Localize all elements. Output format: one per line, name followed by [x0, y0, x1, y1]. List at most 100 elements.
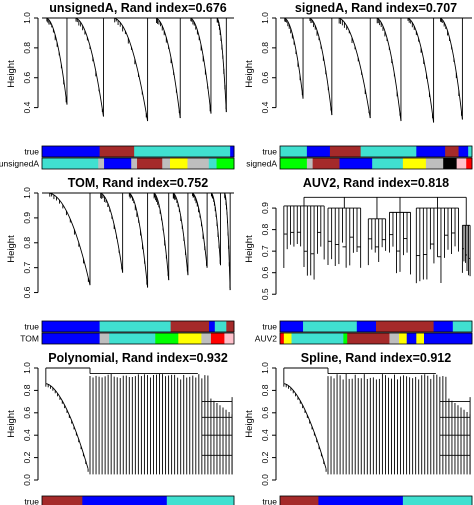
dendrogram-branch	[283, 17, 304, 99]
color-bar: unsignedA	[0, 157, 235, 170]
y-tick-label: 0.4	[22, 429, 32, 441]
y-tick-label: 0.8	[260, 384, 270, 396]
color-bar-segment	[187, 158, 210, 169]
y-tick-label: 0.6	[22, 286, 32, 298]
color-bar-segment	[99, 146, 135, 157]
dendrogram-panel: Spline, Rand index=0.912 0.0 0.2 0.4 0.6 0.8 1…	[244, 351, 473, 505]
panel-title: unsignedA, Rand index=0.676	[49, 1, 227, 15]
color-bar-segment	[214, 321, 227, 332]
color-bar-segment	[466, 158, 473, 169]
dendrogram-branch	[406, 17, 435, 123]
color-bar-segment	[318, 496, 404, 505]
color-bar-segment	[224, 333, 235, 344]
dendrogram-panel: TOM, Rand index=0.752 0.6 0.7 0.8 0.9 1.0 Heig…	[6, 176, 235, 345]
panel-title: TOM, Rand index=0.752	[68, 176, 208, 190]
color-bar-segment	[376, 321, 434, 332]
dendrogram-tree	[283, 367, 471, 475]
color-bar-segment	[131, 158, 138, 169]
color-bar-segment	[42, 496, 83, 505]
color-bar-segment	[283, 333, 292, 344]
y-tick-label: 0.8	[260, 223, 270, 235]
dendrogram-branch	[337, 17, 371, 119]
y-tick-label: 0.8	[22, 384, 32, 396]
color-bar-border	[279, 157, 473, 170]
color-bar-segment	[389, 333, 400, 344]
color-bar-segment	[201, 333, 212, 344]
color-bar-segment	[433, 321, 454, 332]
color-bar-border	[279, 495, 473, 505]
color-bar: signedA	[246, 157, 473, 170]
y-tick-label: 0.6	[22, 407, 32, 419]
color-bar-segment	[155, 333, 179, 344]
y-tick-label: 1.0	[260, 12, 270, 24]
color-bar-border	[41, 145, 235, 158]
color-bar-segment	[109, 333, 156, 344]
color-bar-segment	[312, 158, 340, 169]
color-bar-segment	[280, 158, 308, 169]
color-bar-label: true	[24, 497, 39, 505]
dendrogram-tree	[42, 192, 234, 291]
color-bar-segment	[178, 333, 202, 344]
dendrogram-branch	[439, 17, 463, 120]
color-bar-label: TOM	[20, 334, 39, 344]
color-bar-segment	[280, 333, 285, 344]
color-bar-border	[41, 157, 235, 170]
color-bar-segment	[372, 158, 404, 169]
dendrogram-branch	[155, 17, 181, 119]
dendrogram-panel: Polynomial, Rand index=0.932 0.0 0.2 0.4 0.6…	[6, 351, 235, 505]
y-axis-label: Height	[244, 60, 255, 88]
color-bar-segment	[347, 333, 390, 344]
dendrogram-branch	[283, 383, 327, 469]
dendrogram-branch	[99, 192, 124, 273]
y-axis-label: Height	[244, 235, 255, 263]
color-bar-border	[41, 320, 235, 333]
color-bar-segment	[42, 333, 100, 344]
dendrogram-branch	[153, 192, 170, 281]
color-bar-label: true	[24, 147, 39, 157]
color-bar-segment	[402, 158, 427, 169]
color-bar-segment	[42, 321, 100, 332]
color-bar-segment	[406, 333, 417, 344]
y-tick-label: 0.4	[260, 429, 270, 441]
panel-title: signedA, Rand index=0.707	[295, 1, 457, 15]
color-bar-segment	[226, 321, 235, 332]
color-bar-segment	[99, 321, 172, 332]
dendrogram-tree	[283, 196, 471, 284]
dendrogram-branch	[128, 192, 149, 288]
color-bar-segment	[416, 333, 425, 344]
dendrogram-branch	[45, 383, 89, 469]
dendrogram-panel: signedA, Rand index=0.707 0.4 0.6 0.8 1.0 Hei…	[244, 1, 473, 170]
color-bar-segment	[280, 146, 308, 157]
color-bar-segment	[356, 321, 377, 332]
panel-title: Polynomial, Rand index=0.932	[48, 351, 228, 365]
color-bar-label: unsignedA	[0, 159, 39, 169]
y-tick-label: 1.0	[22, 12, 32, 24]
y-tick-label: 0.8	[22, 42, 32, 54]
color-bar-segment	[456, 158, 467, 169]
color-bar-label: true	[262, 147, 277, 157]
y-tick-label: 0.6	[260, 407, 270, 419]
color-bar: true	[24, 495, 235, 505]
dendrogram-branch	[308, 17, 333, 116]
color-bar-segment	[216, 158, 235, 169]
dendrogram-branch	[216, 17, 227, 113]
color-bar-label: AUV2	[255, 334, 277, 344]
dendrogram-branch	[74, 17, 104, 117]
y-axis-label: Height	[6, 410, 17, 438]
dendrogram-tree	[42, 17, 234, 122]
y-tick-label: 0.6	[260, 267, 270, 279]
y-axis-label: Height	[244, 410, 255, 438]
y-tick-label: 0.6	[260, 72, 270, 84]
color-bar-segment	[306, 158, 314, 169]
color-bar-label: true	[24, 322, 39, 332]
color-bar-segment	[329, 146, 362, 157]
color-bar-segment	[343, 333, 348, 344]
y-tick-label: 0.4	[260, 101, 270, 113]
y-tick-label: 0.9	[22, 212, 32, 224]
color-bar-segment	[82, 496, 168, 505]
color-bar-border	[279, 320, 473, 333]
y-tick-label: 0.8	[22, 237, 32, 249]
color-bar-segment	[99, 333, 110, 344]
dendrogram-branch	[113, 17, 149, 122]
color-bar-segment	[280, 321, 304, 332]
